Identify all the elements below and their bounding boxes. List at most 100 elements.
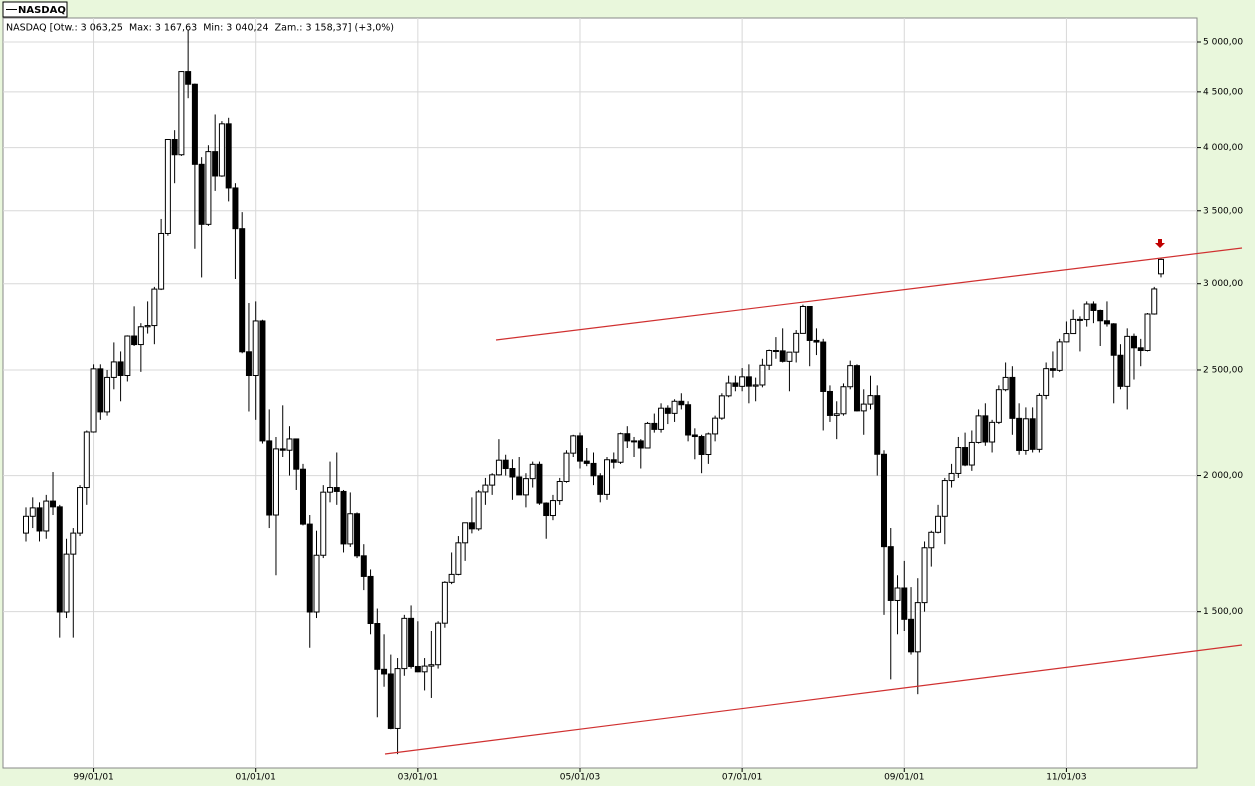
candle-body xyxy=(131,335,138,346)
candle-body xyxy=(1137,347,1144,352)
candle-body xyxy=(874,395,881,455)
candle-body xyxy=(110,361,117,378)
candle-body xyxy=(664,407,671,414)
candle-body xyxy=(462,522,469,544)
candle-body xyxy=(455,542,462,575)
legend-label: NASDAQ xyxy=(18,5,66,16)
candle-body xyxy=(624,433,631,442)
y-tick-label: 3 500,00 xyxy=(1203,206,1243,216)
candle-body xyxy=(772,350,779,353)
candle-body xyxy=(881,453,888,548)
candle-body xyxy=(232,187,239,230)
y-tick-label: 2 000,00 xyxy=(1203,471,1243,481)
candle-body xyxy=(1002,376,1009,391)
candle-body xyxy=(77,487,84,534)
candle-body xyxy=(712,417,719,435)
candle-body xyxy=(1036,394,1043,450)
candle-body xyxy=(374,623,381,670)
candle-body xyxy=(394,668,401,729)
candle-body xyxy=(590,462,597,477)
candle-body xyxy=(414,665,421,673)
candle-body xyxy=(853,365,860,412)
candle-body xyxy=(989,421,996,443)
candle-body xyxy=(333,487,340,492)
candle-body xyxy=(1144,313,1151,352)
candle-body xyxy=(104,376,111,413)
candle-body xyxy=(921,547,928,604)
candle-body xyxy=(381,668,388,675)
candle-body xyxy=(482,484,489,493)
candle-body xyxy=(536,463,543,504)
candle-body xyxy=(151,288,158,327)
x-tick-label: 99/01/01 xyxy=(73,773,113,783)
candle-body xyxy=(597,475,604,495)
candle-body xyxy=(401,617,408,670)
x-tick-label: 07/01/01 xyxy=(722,773,762,783)
candle-body xyxy=(739,376,746,387)
x-tick-label: 03/01/01 xyxy=(398,773,438,783)
candle-body xyxy=(698,436,705,456)
candle-body xyxy=(320,491,327,556)
candle-body xyxy=(1029,418,1036,450)
candle-body xyxy=(191,83,198,165)
candle-body xyxy=(1009,376,1016,419)
candle-body xyxy=(820,341,827,392)
candle-body xyxy=(793,332,800,353)
candle-body xyxy=(806,305,813,341)
y-tick-label: 3 000,00 xyxy=(1203,279,1243,289)
candle-body xyxy=(97,368,104,413)
candle-body xyxy=(779,350,786,362)
candle-body xyxy=(1130,335,1137,349)
candle-body xyxy=(887,546,894,601)
candle-body xyxy=(489,474,496,486)
candle-body xyxy=(448,573,455,583)
candle-body xyxy=(408,617,415,667)
candle-body xyxy=(529,463,536,480)
candle-body xyxy=(968,441,975,466)
candle-body xyxy=(833,413,840,416)
candle-body xyxy=(144,325,151,328)
candle-body xyxy=(1016,417,1023,451)
x-tick-label: 01/01/01 xyxy=(235,773,275,783)
candle-body xyxy=(840,386,847,415)
y-tick-label: 2 500,00 xyxy=(1203,365,1243,375)
candle-body xyxy=(678,400,685,406)
candle-body xyxy=(549,500,556,517)
candle-body xyxy=(894,587,901,601)
y-tick-label: 4 000,00 xyxy=(1203,143,1243,153)
candle-body xyxy=(725,382,732,397)
candle-body xyxy=(563,452,570,483)
candle-body xyxy=(340,490,347,545)
candle-body xyxy=(1158,258,1164,275)
candle-body xyxy=(847,365,854,388)
candle-body xyxy=(36,507,43,532)
candle-body xyxy=(570,435,577,454)
candle-body xyxy=(685,404,692,436)
candle-body xyxy=(137,326,144,346)
trend-line-upper xyxy=(495,247,1243,341)
candle-body xyxy=(90,368,97,433)
candle-body xyxy=(279,448,286,451)
candle-body xyxy=(367,575,374,625)
candle-body xyxy=(935,515,942,533)
candle-body xyxy=(56,506,63,613)
candle-body xyxy=(225,123,232,189)
candle-body xyxy=(117,361,124,376)
candle-body xyxy=(239,228,246,353)
y-tick-label: 5 000,00 xyxy=(1203,38,1243,48)
candle-body xyxy=(1049,368,1056,371)
candle-body xyxy=(651,422,658,430)
candle-body xyxy=(745,376,752,387)
candle-body xyxy=(610,459,617,463)
candle-body xyxy=(63,553,70,613)
trend-line-lower xyxy=(384,644,1243,755)
candle-body xyxy=(441,581,448,624)
candle-body xyxy=(299,468,306,525)
candle-body xyxy=(212,151,219,177)
candle-body xyxy=(387,673,394,729)
candle-body xyxy=(171,138,178,156)
candle-body xyxy=(604,459,611,495)
candle-body xyxy=(306,523,313,613)
